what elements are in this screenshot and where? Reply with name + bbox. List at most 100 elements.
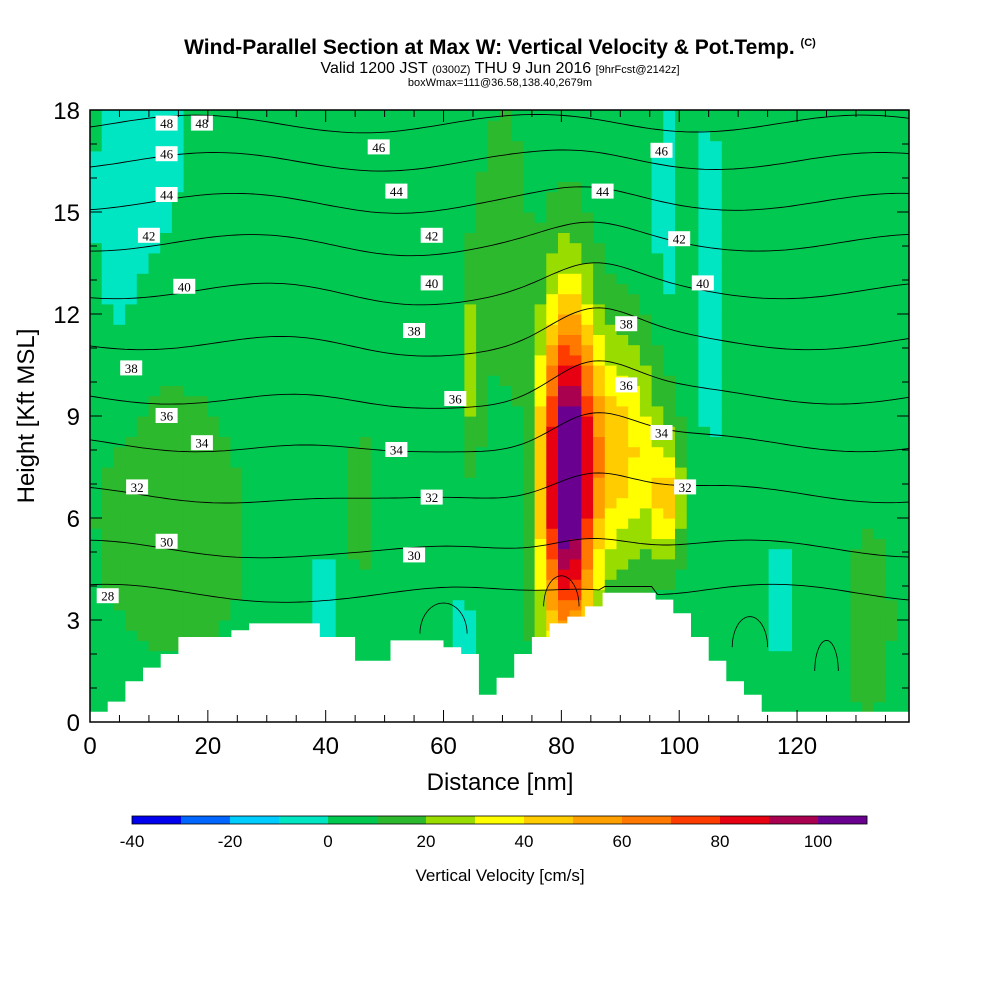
velocity-cell <box>370 130 384 142</box>
velocity-cell <box>593 161 606 172</box>
velocity-cell <box>616 365 629 376</box>
velocity-cell <box>464 232 477 244</box>
velocity-cell <box>160 212 173 223</box>
velocity-cell <box>780 436 793 448</box>
velocity-cell <box>616 507 629 519</box>
velocity-cell <box>90 416 103 427</box>
velocity-cell <box>850 589 863 601</box>
velocity-cell <box>628 416 641 427</box>
velocity-cell <box>183 130 196 142</box>
velocity-cell <box>195 477 208 488</box>
velocity-cell <box>335 273 348 284</box>
velocity-cell <box>125 181 138 193</box>
velocity-cell <box>324 334 337 346</box>
velocity-cell <box>160 303 173 315</box>
velocity-cell <box>675 150 688 162</box>
velocity-cell <box>838 589 852 601</box>
velocity-cell <box>218 569 231 580</box>
velocity-cell <box>792 660 805 672</box>
velocity-cell <box>101 252 114 264</box>
velocity-cell <box>838 630 852 641</box>
velocity-cell <box>499 650 512 662</box>
velocity-cell <box>511 252 524 264</box>
velocity-cell <box>136 140 150 152</box>
velocity-cell <box>885 456 898 468</box>
velocity-cell <box>756 191 770 203</box>
velocity-cell <box>370 416 384 427</box>
velocity-cell <box>429 579 442 590</box>
velocity-cell <box>745 334 758 346</box>
velocity-cell <box>405 416 419 427</box>
velocity-cell <box>370 518 384 529</box>
velocity-cell <box>873 681 887 692</box>
velocity-cell <box>242 487 255 499</box>
velocity-cell <box>686 171 699 182</box>
velocity-cell <box>312 263 325 274</box>
velocity-cell <box>242 507 255 519</box>
velocity-cell <box>511 487 524 499</box>
velocity-cell <box>628 242 641 254</box>
velocity-cell <box>405 120 419 131</box>
velocity-cell <box>171 497 185 509</box>
velocity-cell <box>522 324 536 335</box>
velocity-cell <box>101 201 114 213</box>
velocity-cell <box>207 507 220 519</box>
velocity-cell <box>628 110 641 121</box>
velocity-cell <box>441 579 454 590</box>
velocity-cell <box>827 426 840 437</box>
velocity-cell <box>499 446 512 458</box>
velocity-cell <box>452 528 465 539</box>
velocity-cell <box>897 212 909 223</box>
velocity-cell <box>558 140 571 152</box>
velocity-cell <box>827 232 840 244</box>
velocity-cell <box>873 528 887 539</box>
velocity-cell <box>394 334 407 346</box>
velocity-cell <box>569 365 582 376</box>
velocity-cell <box>651 365 664 376</box>
velocity-cell <box>417 252 430 264</box>
velocity-cell <box>148 558 161 570</box>
velocity-cell <box>230 456 243 468</box>
velocity-cell <box>160 640 173 652</box>
velocity-cell <box>534 201 547 213</box>
velocity-cell <box>90 487 103 499</box>
velocity-cell <box>125 671 138 682</box>
velocity-cell <box>324 324 337 335</box>
velocity-cell <box>522 242 536 254</box>
velocity-cell <box>522 426 536 437</box>
velocity-cell <box>347 599 360 611</box>
velocity-cell <box>487 242 501 254</box>
velocity-cell <box>862 518 875 529</box>
velocity-cell <box>862 416 875 427</box>
velocity-cell <box>593 497 606 509</box>
velocity-cell <box>394 538 407 550</box>
velocity-cell <box>756 681 770 692</box>
velocity-cell <box>265 365 278 376</box>
velocity-cell <box>90 507 103 519</box>
velocity-cell <box>815 212 828 223</box>
velocity-cell <box>792 691 805 703</box>
velocity-cell <box>487 283 501 295</box>
velocity-cell <box>522 375 536 386</box>
velocity-cell <box>827 477 840 488</box>
velocity-cell <box>815 140 828 152</box>
velocity-cell <box>593 110 606 121</box>
velocity-cell <box>803 354 816 366</box>
velocity-cell <box>558 456 571 468</box>
velocity-cell <box>476 436 489 448</box>
velocity-cell <box>803 324 816 335</box>
velocity-cell <box>265 212 278 223</box>
velocity-cell <box>359 161 372 172</box>
velocity-cell <box>171 405 185 417</box>
velocity-cell <box>195 497 208 509</box>
velocity-cell <box>101 385 114 397</box>
velocity-cell <box>616 263 629 274</box>
velocity-cell <box>803 609 816 621</box>
contour-label: 46 <box>367 139 390 155</box>
velocity-cell <box>183 609 196 621</box>
velocity-cell <box>663 395 676 407</box>
velocity-cell <box>675 518 688 529</box>
velocity-cell <box>476 120 489 131</box>
velocity-cell <box>335 161 348 172</box>
velocity-cell <box>628 426 641 437</box>
